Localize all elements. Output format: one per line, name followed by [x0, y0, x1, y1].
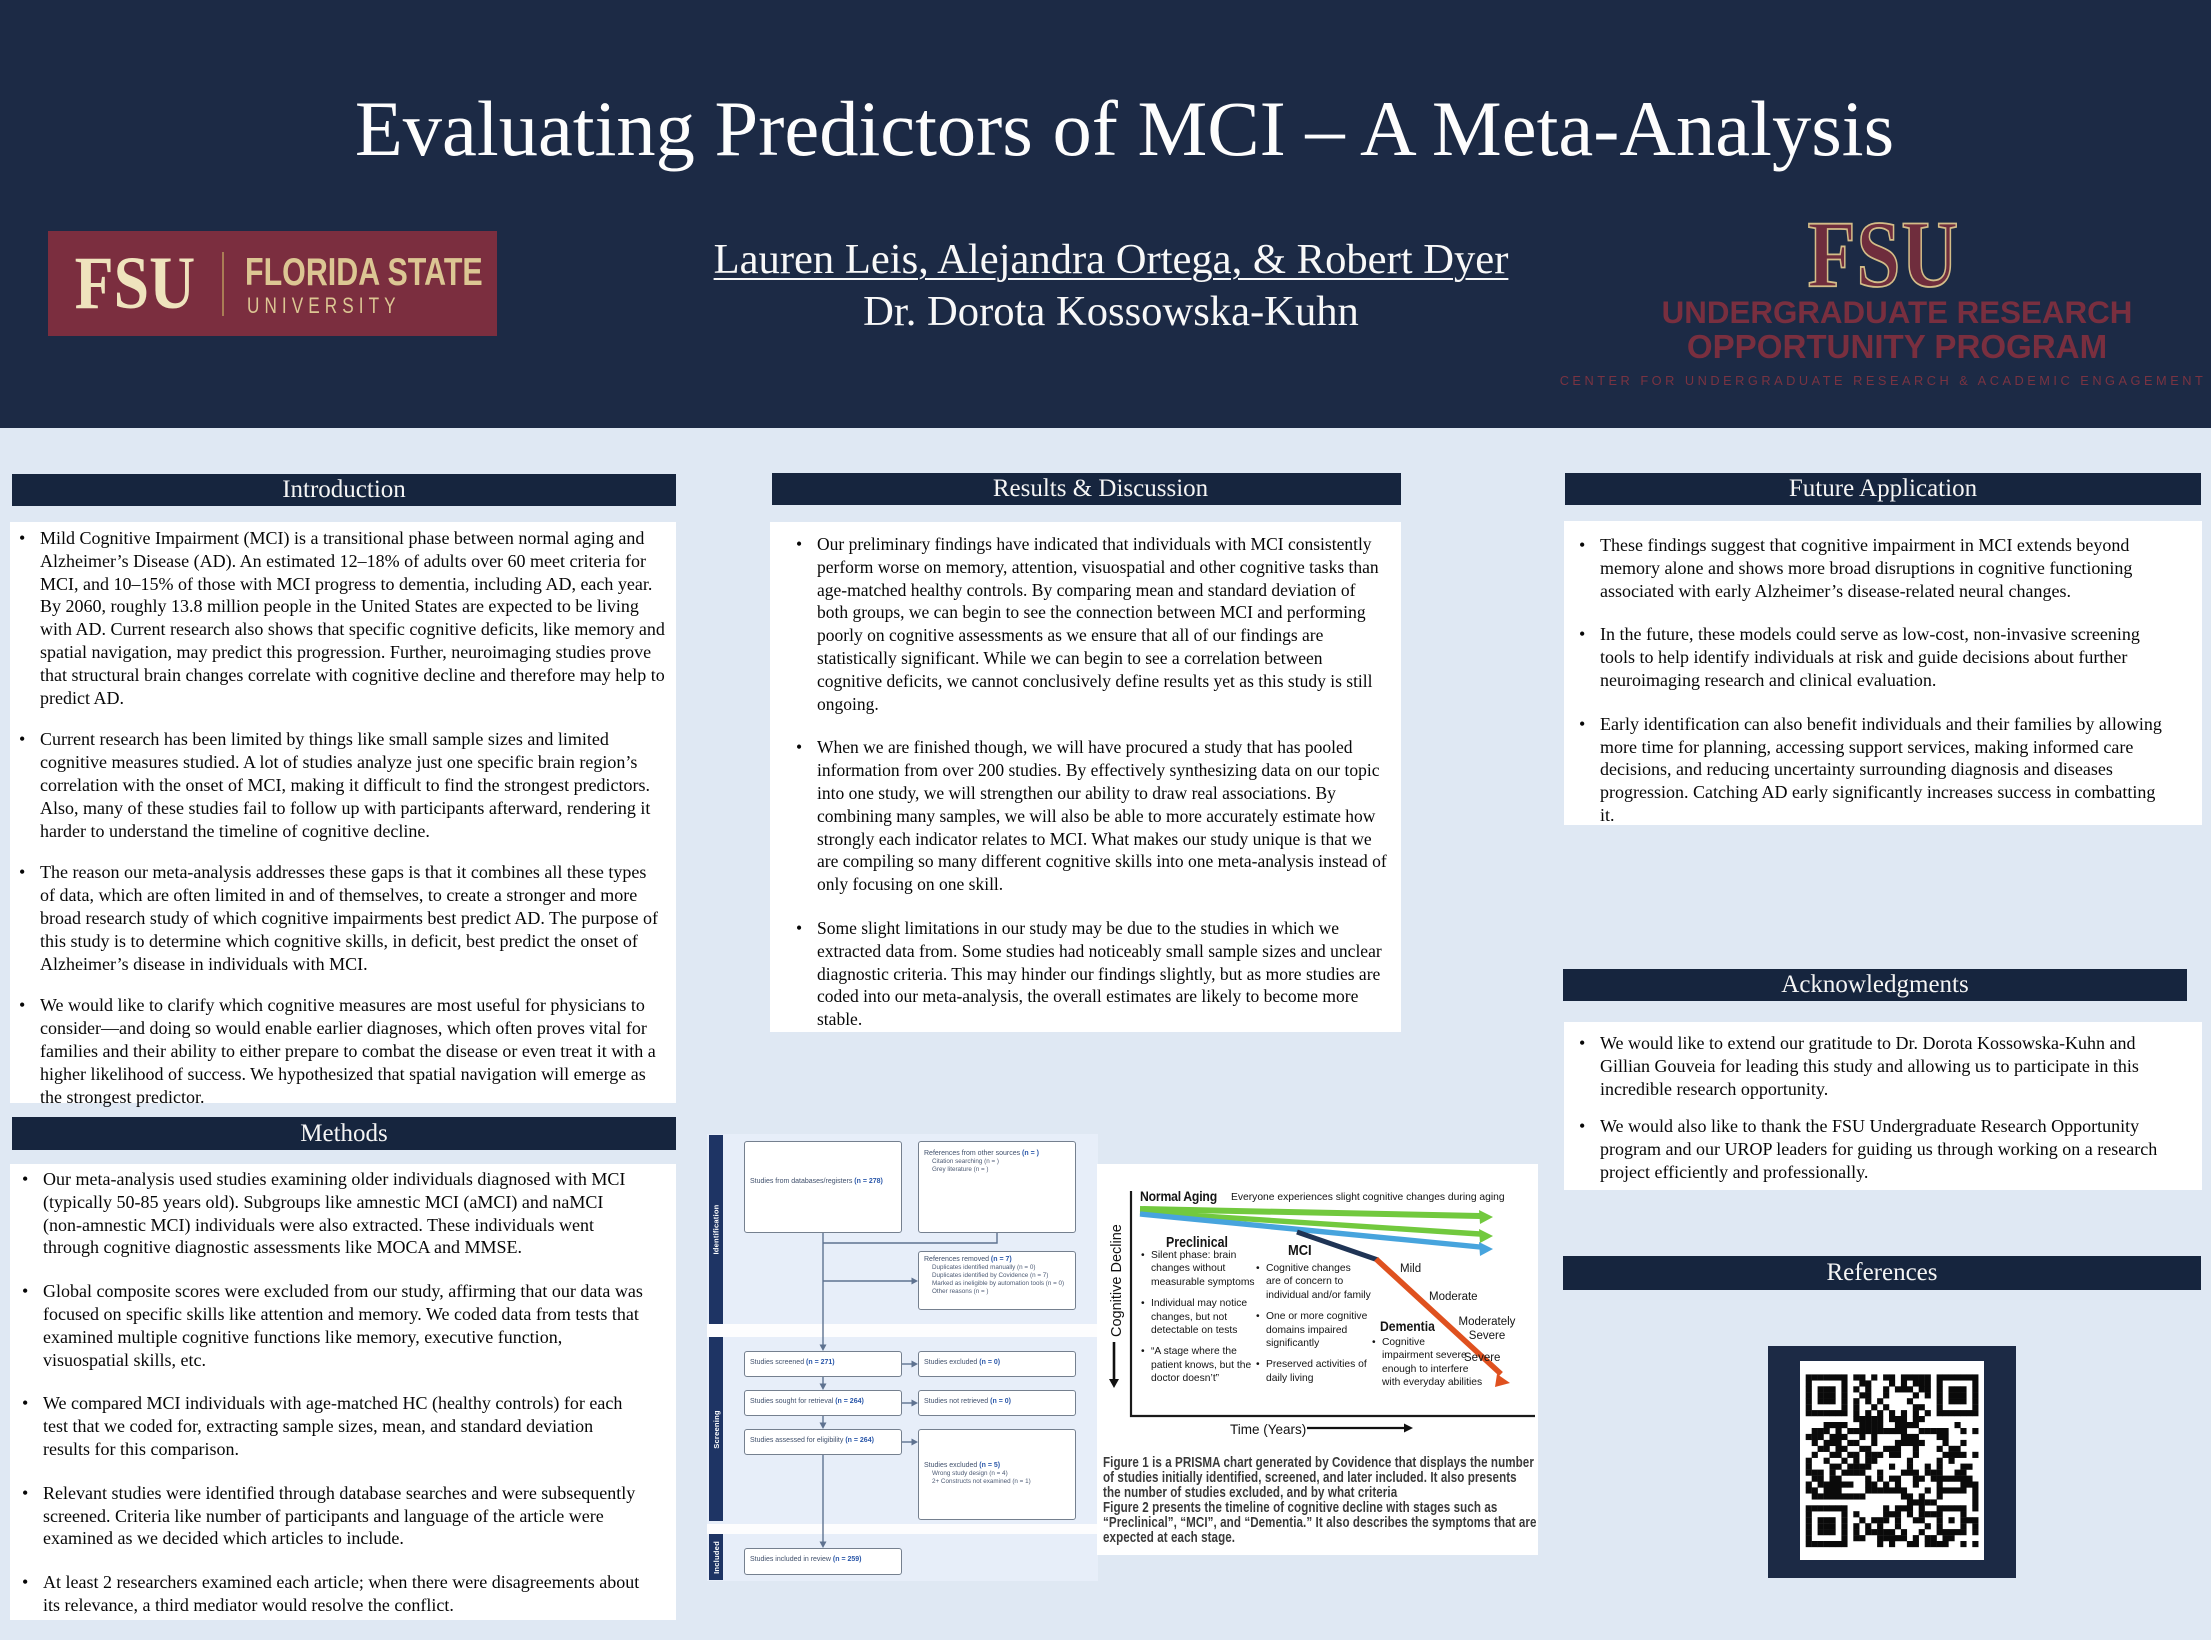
svg-text:Cognitive Decline: Cognitive Decline [1109, 1224, 1125, 1337]
svg-text:Time (Years): Time (Years) [1230, 1422, 1306, 1437]
